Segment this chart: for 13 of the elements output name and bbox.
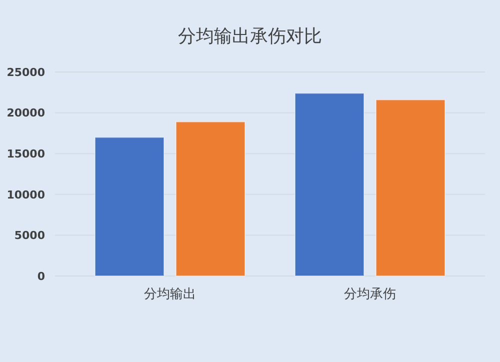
y-tick-label: 15000 [6,147,46,160]
y-tick-label: 25000 [6,66,46,79]
bar [176,121,246,276]
chart-title: 分均输出承伤对比 [178,26,322,47]
bar [376,99,446,276]
y-tick-label: 0 [37,270,46,283]
y-tick-label: 20000 [6,106,46,120]
y-tick-label: 5000 [14,229,46,242]
x-tick-label: 分均承伤 [344,287,396,302]
bar [94,136,164,276]
y-tick-label: 10000 [6,188,46,202]
x-tick-label: 分均输出 [144,287,196,302]
bar [294,92,364,276]
